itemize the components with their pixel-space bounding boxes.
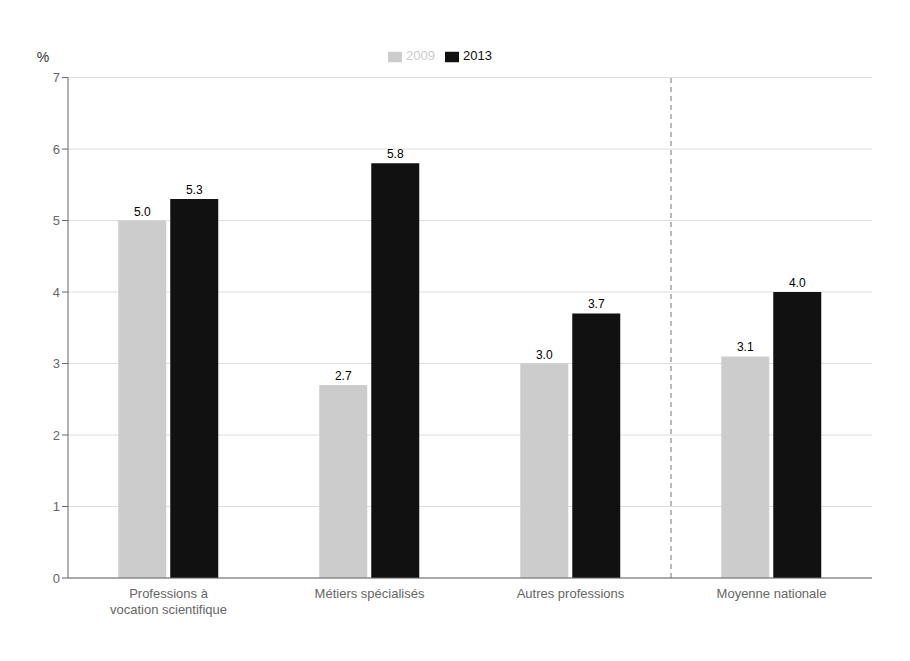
svg-text:3: 3 <box>53 356 60 371</box>
svg-text:Professions àvocation scientif: Professions àvocation scientifique <box>110 586 227 617</box>
svg-text:5.8: 5.8 <box>387 147 404 161</box>
svg-text:4.0: 4.0 <box>789 276 806 290</box>
svg-text:5: 5 <box>53 213 60 228</box>
svg-text:Moyenne nationale: Moyenne nationale <box>717 586 827 601</box>
svg-text:0: 0 <box>53 571 60 586</box>
svg-text:2.7: 2.7 <box>335 369 352 383</box>
svg-text:2: 2 <box>53 428 60 443</box>
svg-text:3.0: 3.0 <box>536 348 553 362</box>
svg-text:6: 6 <box>53 142 60 157</box>
svg-text:3.1: 3.1 <box>737 340 754 354</box>
svg-text:Autres professions: Autres professions <box>517 586 625 601</box>
svg-text:7: 7 <box>53 70 60 85</box>
svg-text:5.0: 5.0 <box>134 205 151 219</box>
html-text:2013: 2013 <box>463 48 492 63</box>
svg-text:5.3: 5.3 <box>186 183 203 197</box>
html-text:2009: 2009 <box>406 48 435 63</box>
svg-text:3.7: 3.7 <box>588 297 605 311</box>
svg-text:Métiers spécialisés: Métiers spécialisés <box>315 586 425 601</box>
svg-text:%: % <box>37 49 49 65</box>
svg-text:1: 1 <box>53 499 60 514</box>
svg-text:4: 4 <box>53 285 60 300</box>
